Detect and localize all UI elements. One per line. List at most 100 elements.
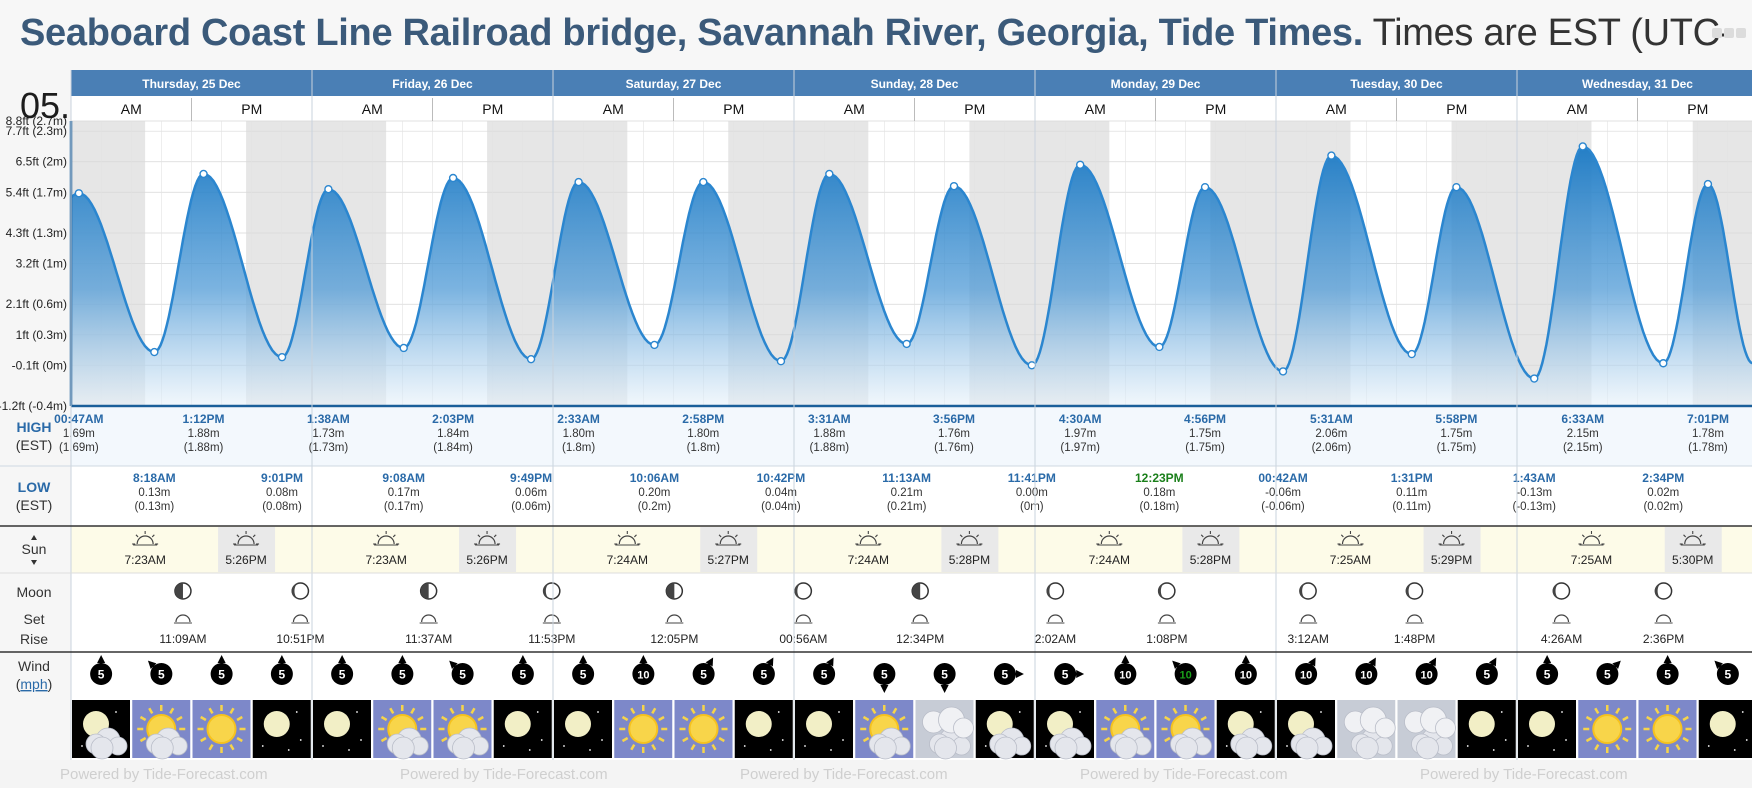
- moon-icon: [504, 711, 531, 737]
- weather-icon: [1216, 700, 1275, 760]
- sunset-cell: 5:27PM: [700, 527, 758, 572]
- wind-speed: 10: [1119, 670, 1131, 682]
- am-label: AM: [603, 101, 624, 117]
- low-tide-time: 8:18AM: [133, 471, 176, 485]
- wind-indicator: 5: [147, 660, 173, 685]
- high-tide-time: 4:30AM: [1059, 412, 1102, 426]
- wind-badge: [1716, 663, 1739, 685]
- sunset-icon: [1442, 535, 1461, 545]
- weather-icon: [1096, 700, 1155, 760]
- sun-ray: [682, 715, 689, 722]
- day-header: Sunday, 28 Dec: [871, 77, 959, 91]
- star-icon: [295, 711, 298, 713]
- am-label: AM: [121, 101, 142, 117]
- wind-speed: 5: [339, 668, 346, 682]
- cloud-puff: [994, 736, 1018, 760]
- weather-icon: [1397, 700, 1456, 760]
- weather-icon: [614, 700, 673, 758]
- moon-icon: [745, 711, 772, 737]
- star-icon: [1259, 711, 1262, 713]
- star-icon: [1045, 745, 1047, 747]
- share-icon[interactable]: [1712, 28, 1722, 38]
- high-tide-height: 1.76m: [938, 428, 970, 440]
- sunrise-icon: [377, 535, 395, 545]
- sun-icon: [688, 714, 719, 744]
- moon-rise-time: 11:09AM: [159, 632, 206, 646]
- wind-row-label: Wind: [18, 658, 50, 674]
- footer-credit: Powered by Tide-Forecast.com: [400, 766, 608, 783]
- wind-arrowhead: [1015, 669, 1024, 679]
- sunset-icon: [719, 535, 737, 545]
- wind-indicator: 5: [1656, 655, 1679, 685]
- low-tide-time: 2:34PM: [1642, 471, 1684, 485]
- sunset-cell-bg: [1423, 527, 1481, 572]
- share-buttons[interactable]: [1712, 28, 1746, 38]
- cloud-icon: [447, 727, 489, 760]
- wind-arrowhead: [826, 657, 834, 667]
- moon-set-time: 4:26AM: [1541, 632, 1582, 646]
- sunrise-cell: 7:24AM: [1089, 531, 1130, 567]
- low-tide-height-alt: (0.04m): [761, 501, 801, 513]
- sunrise-icon: [1100, 535, 1118, 545]
- cloud-puff: [391, 736, 415, 760]
- wind-indicator: 5: [90, 655, 113, 685]
- pm-label: PM: [1446, 101, 1467, 117]
- sunrise-time: 7:23AM: [124, 553, 165, 567]
- wind-badge: [692, 663, 715, 685]
- high-tide-height-alt: (2.15m): [1563, 442, 1603, 454]
- sun-ray: [1646, 715, 1653, 722]
- high-tide-height-alt: (1.78m): [1688, 442, 1728, 454]
- wind-indicator: 10: [1114, 655, 1137, 685]
- wind-indicator: 5: [391, 655, 414, 685]
- high-tide-point: [1200, 182, 1210, 192]
- sun-ray: [176, 715, 183, 722]
- weather-icon: [795, 700, 853, 758]
- low-tide-height: -0.13m: [1516, 487, 1552, 499]
- low-tide-point: [526, 354, 536, 364]
- moon-shadow: [291, 583, 300, 599]
- sunset-cell: 5:26PM: [218, 527, 276, 572]
- wind-indicator: 5: [993, 663, 1024, 685]
- share-icon[interactable]: [1736, 28, 1746, 38]
- sun-ray: [1615, 743, 1621, 751]
- sunset-cell: 5:29PM: [1423, 527, 1481, 572]
- moon-rise-icon: [421, 614, 437, 623]
- wind-badge: [1475, 663, 1498, 685]
- star-icon: [804, 745, 806, 747]
- moon-set-time: 10:51PM: [276, 632, 324, 646]
- wind-speed: 5: [1484, 668, 1491, 682]
- high-tide-height-alt: (1.8m): [562, 442, 595, 454]
- sun-ray: [630, 707, 636, 715]
- wind-arrowhead: [1428, 657, 1437, 667]
- wind-arrowhead: [1368, 657, 1376, 667]
- weather-icon: [915, 700, 974, 760]
- share-icon[interactable]: [1724, 28, 1734, 38]
- star-icon: [540, 739, 543, 741]
- footer-credit: Powered by Tide-Forecast.com: [1420, 766, 1628, 783]
- low-tide-height-alt: (0.08m): [262, 501, 302, 513]
- moon-rise-icon: [912, 614, 928, 623]
- sunset-cell-bg: [1182, 527, 1240, 572]
- wind-speed: 5: [459, 668, 466, 682]
- wind-speed: 5: [279, 668, 286, 682]
- wind-badge: [1174, 663, 1197, 685]
- wind-unit-link[interactable]: mph: [20, 676, 47, 692]
- sunrise-icon: [136, 535, 154, 545]
- wind-indicator: 5: [933, 663, 956, 693]
- sun-ray: [380, 736, 388, 743]
- sun-ray: [148, 707, 154, 715]
- sunrise-ray: [633, 534, 637, 538]
- wind-arrowhead: [449, 660, 458, 670]
- star-icon: [1225, 745, 1228, 747]
- star-icon: [322, 745, 324, 747]
- high-tide-height: 1.75m: [1440, 428, 1472, 440]
- sunrise-cell: 7:23AM: [124, 531, 166, 567]
- sun-ray: [389, 707, 395, 715]
- high-tide-height-alt: (1.75m): [1437, 442, 1477, 454]
- sun-ray: [862, 736, 870, 743]
- high-tide-point: [1703, 179, 1713, 189]
- sunset-cell: 5:30PM: [1664, 527, 1722, 572]
- cloud-icon: [868, 727, 911, 760]
- star-icon: [601, 739, 603, 741]
- cloud-puff: [1175, 736, 1198, 760]
